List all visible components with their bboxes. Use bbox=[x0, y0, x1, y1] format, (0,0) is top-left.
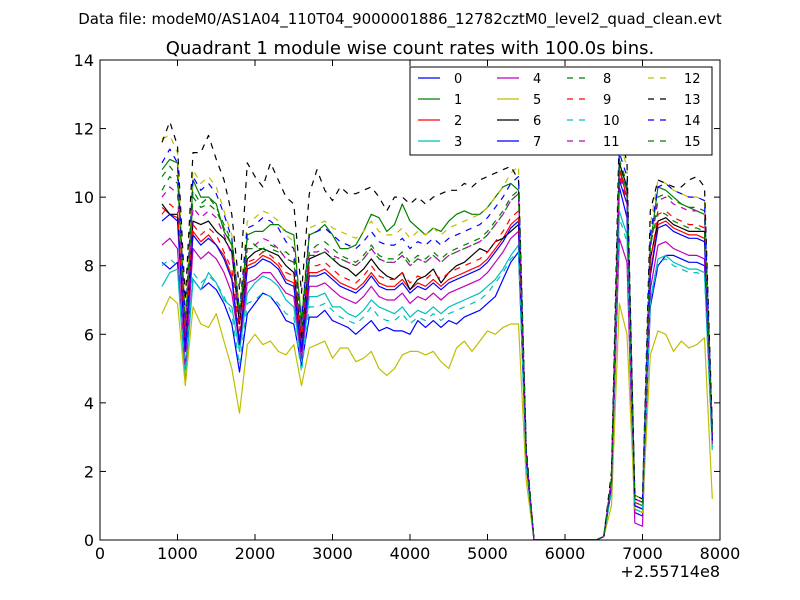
series-line-0 bbox=[161, 186, 713, 540]
series-line-4 bbox=[161, 230, 713, 540]
legend-label-10: 10 bbox=[603, 114, 620, 129]
y-tick-label: 0 bbox=[84, 531, 94, 550]
ticks-layer: 0 1000 2000 3000 4000 5000 6000 7000 80000246810… bbox=[74, 51, 741, 563]
x-tick-label: 6000 bbox=[545, 544, 586, 563]
legend-label-2: 2 bbox=[454, 114, 462, 129]
series-line-5 bbox=[161, 296, 713, 540]
x-tick-label: 3000 bbox=[312, 544, 353, 563]
x-tick-label: 8000 bbox=[700, 544, 741, 563]
legend-label-13: 13 bbox=[684, 93, 701, 108]
legend-label-9: 9 bbox=[603, 93, 611, 108]
series-line-7 bbox=[161, 179, 713, 540]
x-tick-label: 2000 bbox=[235, 544, 276, 563]
series-line-14 bbox=[161, 148, 713, 540]
figure-suptitle: Data file: modeM0/AS1A04_110T04_90000018… bbox=[78, 10, 722, 29]
y-tick-label: 2 bbox=[84, 462, 94, 481]
legend-label-14: 14 bbox=[684, 114, 701, 129]
legend-label-4: 4 bbox=[533, 72, 541, 87]
legend-label-12: 12 bbox=[684, 72, 701, 87]
legend-label-8: 8 bbox=[603, 72, 611, 87]
x-tick-label: 5000 bbox=[467, 544, 508, 563]
x-tick-label: 7000 bbox=[622, 544, 663, 563]
series-line-15 bbox=[161, 165, 713, 540]
legend-label-3: 3 bbox=[454, 135, 462, 150]
legend-frame bbox=[409, 66, 713, 156]
y-tick-label: 14 bbox=[74, 51, 94, 70]
y-tick-label: 12 bbox=[74, 120, 94, 139]
legend-label-6: 6 bbox=[533, 114, 541, 129]
x-tick-label: 0 bbox=[95, 544, 105, 563]
x-tick-label: 1000 bbox=[157, 544, 198, 563]
legend-label-15: 15 bbox=[684, 135, 701, 150]
legend-label-1: 1 bbox=[454, 93, 462, 108]
y-tick-label: 6 bbox=[84, 325, 94, 344]
legend-label-11: 11 bbox=[603, 135, 620, 150]
x-tick-label: 4000 bbox=[390, 544, 431, 563]
chart-title: Quadrant 1 module wise count rates with … bbox=[166, 38, 655, 59]
legend-label-5: 5 bbox=[533, 93, 541, 108]
x-offset-label: +2.55714e8 bbox=[620, 562, 720, 581]
y-tick-label: 4 bbox=[84, 394, 94, 413]
series-line-2 bbox=[161, 169, 713, 540]
y-tick-label: 8 bbox=[84, 257, 94, 276]
y-tick-label: 10 bbox=[74, 188, 94, 207]
series-line-11 bbox=[161, 172, 713, 540]
legend-label-7: 7 bbox=[533, 135, 541, 150]
legend-label-0: 0 bbox=[454, 72, 462, 87]
series-line-9 bbox=[161, 176, 713, 540]
series-line-3 bbox=[161, 210, 713, 540]
